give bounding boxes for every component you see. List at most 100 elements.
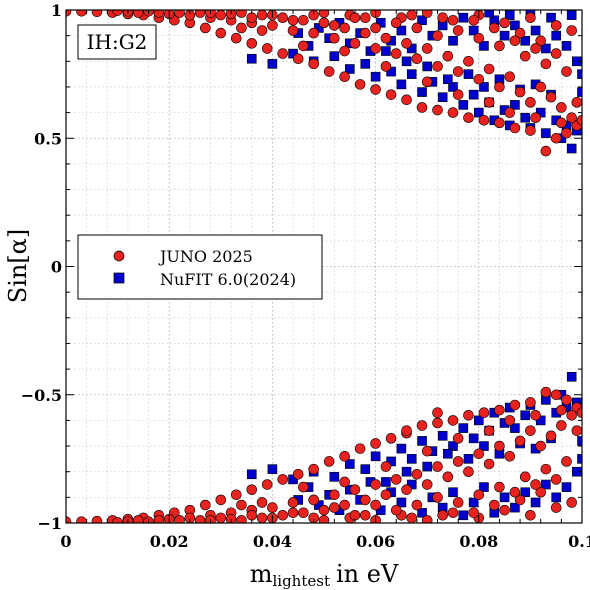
nufit-point <box>479 82 489 92</box>
juno-point <box>421 445 433 457</box>
juno-point <box>261 43 273 54</box>
juno-point <box>488 22 500 34</box>
nufit-point <box>530 25 541 36</box>
juno-point <box>277 474 289 485</box>
nufit-point <box>479 441 489 451</box>
juno-point <box>329 489 340 501</box>
legend: JUNO 2025 NuFIT 6.0(2024) <box>77 234 323 300</box>
y-tick-label: −1 <box>37 514 62 533</box>
juno-point <box>447 107 459 118</box>
juno-point <box>452 66 464 77</box>
x-axis-title-main: m <box>250 560 273 588</box>
juno-point <box>452 25 464 36</box>
juno-point <box>359 27 371 39</box>
juno-point <box>550 474 562 485</box>
juno-point <box>566 409 577 421</box>
juno-point <box>535 440 547 452</box>
juno-point <box>370 499 381 511</box>
nufit-point <box>510 20 520 31</box>
juno-point <box>215 512 227 523</box>
nufit-point <box>370 451 381 462</box>
juno-point <box>236 499 247 511</box>
juno-point <box>292 53 304 65</box>
nufit-point <box>510 502 520 513</box>
juno-point <box>432 30 443 41</box>
nufit-point <box>484 10 494 18</box>
juno-point <box>525 510 536 521</box>
nufit-point <box>577 436 582 446</box>
nufit-point <box>520 35 531 46</box>
juno-point <box>463 466 474 478</box>
nufit-point <box>530 497 541 508</box>
nufit-point <box>566 143 577 154</box>
juno-point <box>91 10 103 18</box>
x-tick-label: 0 <box>60 532 71 551</box>
juno-point <box>525 125 536 136</box>
juno-point <box>339 476 350 488</box>
annotation-label: IH:G2 <box>87 30 148 54</box>
juno-point <box>478 407 490 419</box>
nufit-point <box>381 46 391 56</box>
juno-point <box>246 484 258 495</box>
nufit-point <box>417 507 427 518</box>
y-tick-label: 0.5 <box>34 129 62 148</box>
y-tick-label: 1 <box>51 1 62 20</box>
juno-point <box>401 425 412 436</box>
juno-point <box>447 415 459 426</box>
juno-point <box>561 394 572 406</box>
juno-point <box>509 486 521 498</box>
nufit-point <box>437 430 448 441</box>
juno-point <box>509 122 521 134</box>
nufit-point <box>463 69 474 79</box>
juno-point <box>556 117 567 129</box>
nufit-point <box>546 12 556 23</box>
juno-point <box>494 117 505 129</box>
nufit-point <box>458 100 469 110</box>
nufit-point <box>401 56 412 67</box>
juno-point <box>385 433 397 444</box>
juno-point <box>359 12 371 23</box>
juno-point <box>447 507 459 519</box>
juno-point <box>390 17 402 29</box>
x-tick-label: 0.1 <box>568 532 590 551</box>
juno-point <box>411 499 423 511</box>
juno-point <box>246 510 258 521</box>
nufit-point <box>541 479 551 490</box>
nufit-point <box>246 53 257 64</box>
juno-point <box>571 97 582 108</box>
nufit-point <box>520 487 531 498</box>
juno-point <box>354 79 366 90</box>
juno-point <box>267 20 278 31</box>
juno-point <box>318 504 330 516</box>
juno-point <box>339 22 350 34</box>
nufit-point <box>344 64 355 74</box>
juno-point <box>473 32 485 44</box>
nufit-point <box>246 469 257 480</box>
nufit-point <box>417 436 427 446</box>
nufit-point <box>417 15 427 26</box>
juno-point <box>452 433 464 444</box>
juno-point <box>514 86 526 98</box>
data-points <box>66 10 582 523</box>
nufit-point <box>566 371 577 382</box>
juno-point <box>494 481 505 493</box>
juno-point <box>421 479 433 490</box>
juno-point <box>561 456 572 467</box>
x-axis-title-subscript: lightest <box>272 572 330 590</box>
x-tick-label: 0.08 <box>459 532 498 551</box>
nufit-point <box>267 464 278 474</box>
juno-point <box>452 497 464 508</box>
juno-point <box>349 484 361 495</box>
juno-point <box>225 513 237 523</box>
nufit-point <box>406 69 417 79</box>
nufit-point <box>448 35 458 46</box>
juno-point <box>370 438 381 449</box>
juno-point <box>194 10 206 18</box>
nufit-point <box>422 61 433 72</box>
juno-point <box>256 25 268 36</box>
juno-point <box>556 404 567 416</box>
y-tick-label: −0.5 <box>21 386 62 405</box>
juno-point <box>550 502 562 513</box>
nufit-point <box>448 487 458 498</box>
nufit-point <box>360 464 371 474</box>
